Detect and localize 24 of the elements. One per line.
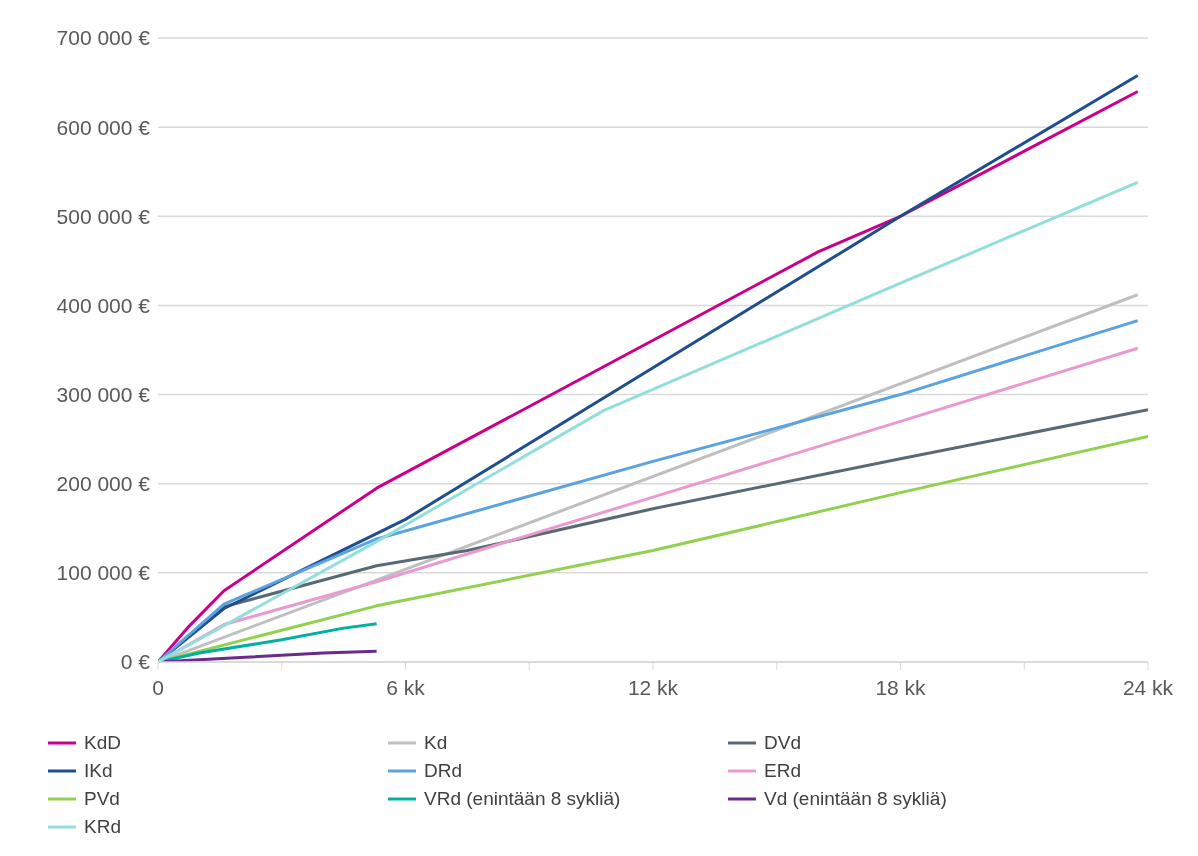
legend-label: DRd (424, 760, 463, 782)
x-tick-label: 0 (152, 675, 164, 699)
x-tick-label: 24 kk (1122, 675, 1174, 699)
legend-label: KdD (84, 732, 121, 754)
y-tick-label: 400 000 € (56, 293, 151, 317)
y-tick-label: 0 € (120, 650, 151, 674)
line-series (158, 180, 1140, 662)
legend-label: Vd (enintään 8 sykliä) (764, 788, 947, 810)
x-tick-label: 18 kk (875, 675, 927, 699)
y-tick-label: 700 000 € (56, 26, 151, 50)
legend-label: ERd (764, 760, 801, 782)
y-tick-label: 600 000 € (56, 115, 151, 139)
legend-label: DVd (764, 732, 801, 754)
y-tick-label: 300 000 € (56, 383, 151, 407)
y-tick-label: 200 000 € (56, 472, 151, 496)
legend-label: Kd (424, 732, 448, 754)
legend-label: VRd (enintään 8 sykliä) (424, 788, 621, 810)
legend-label: PVd (84, 788, 120, 810)
legend-label: KRd (84, 816, 121, 838)
y-tick-label: 100 000 € (56, 561, 151, 585)
y-tick-label: 500 000 € (56, 204, 151, 228)
legend-label: IKd (84, 760, 113, 782)
x-tick-label: 12 kk (627, 675, 679, 699)
x-tick-label: 6 kk (386, 675, 426, 699)
